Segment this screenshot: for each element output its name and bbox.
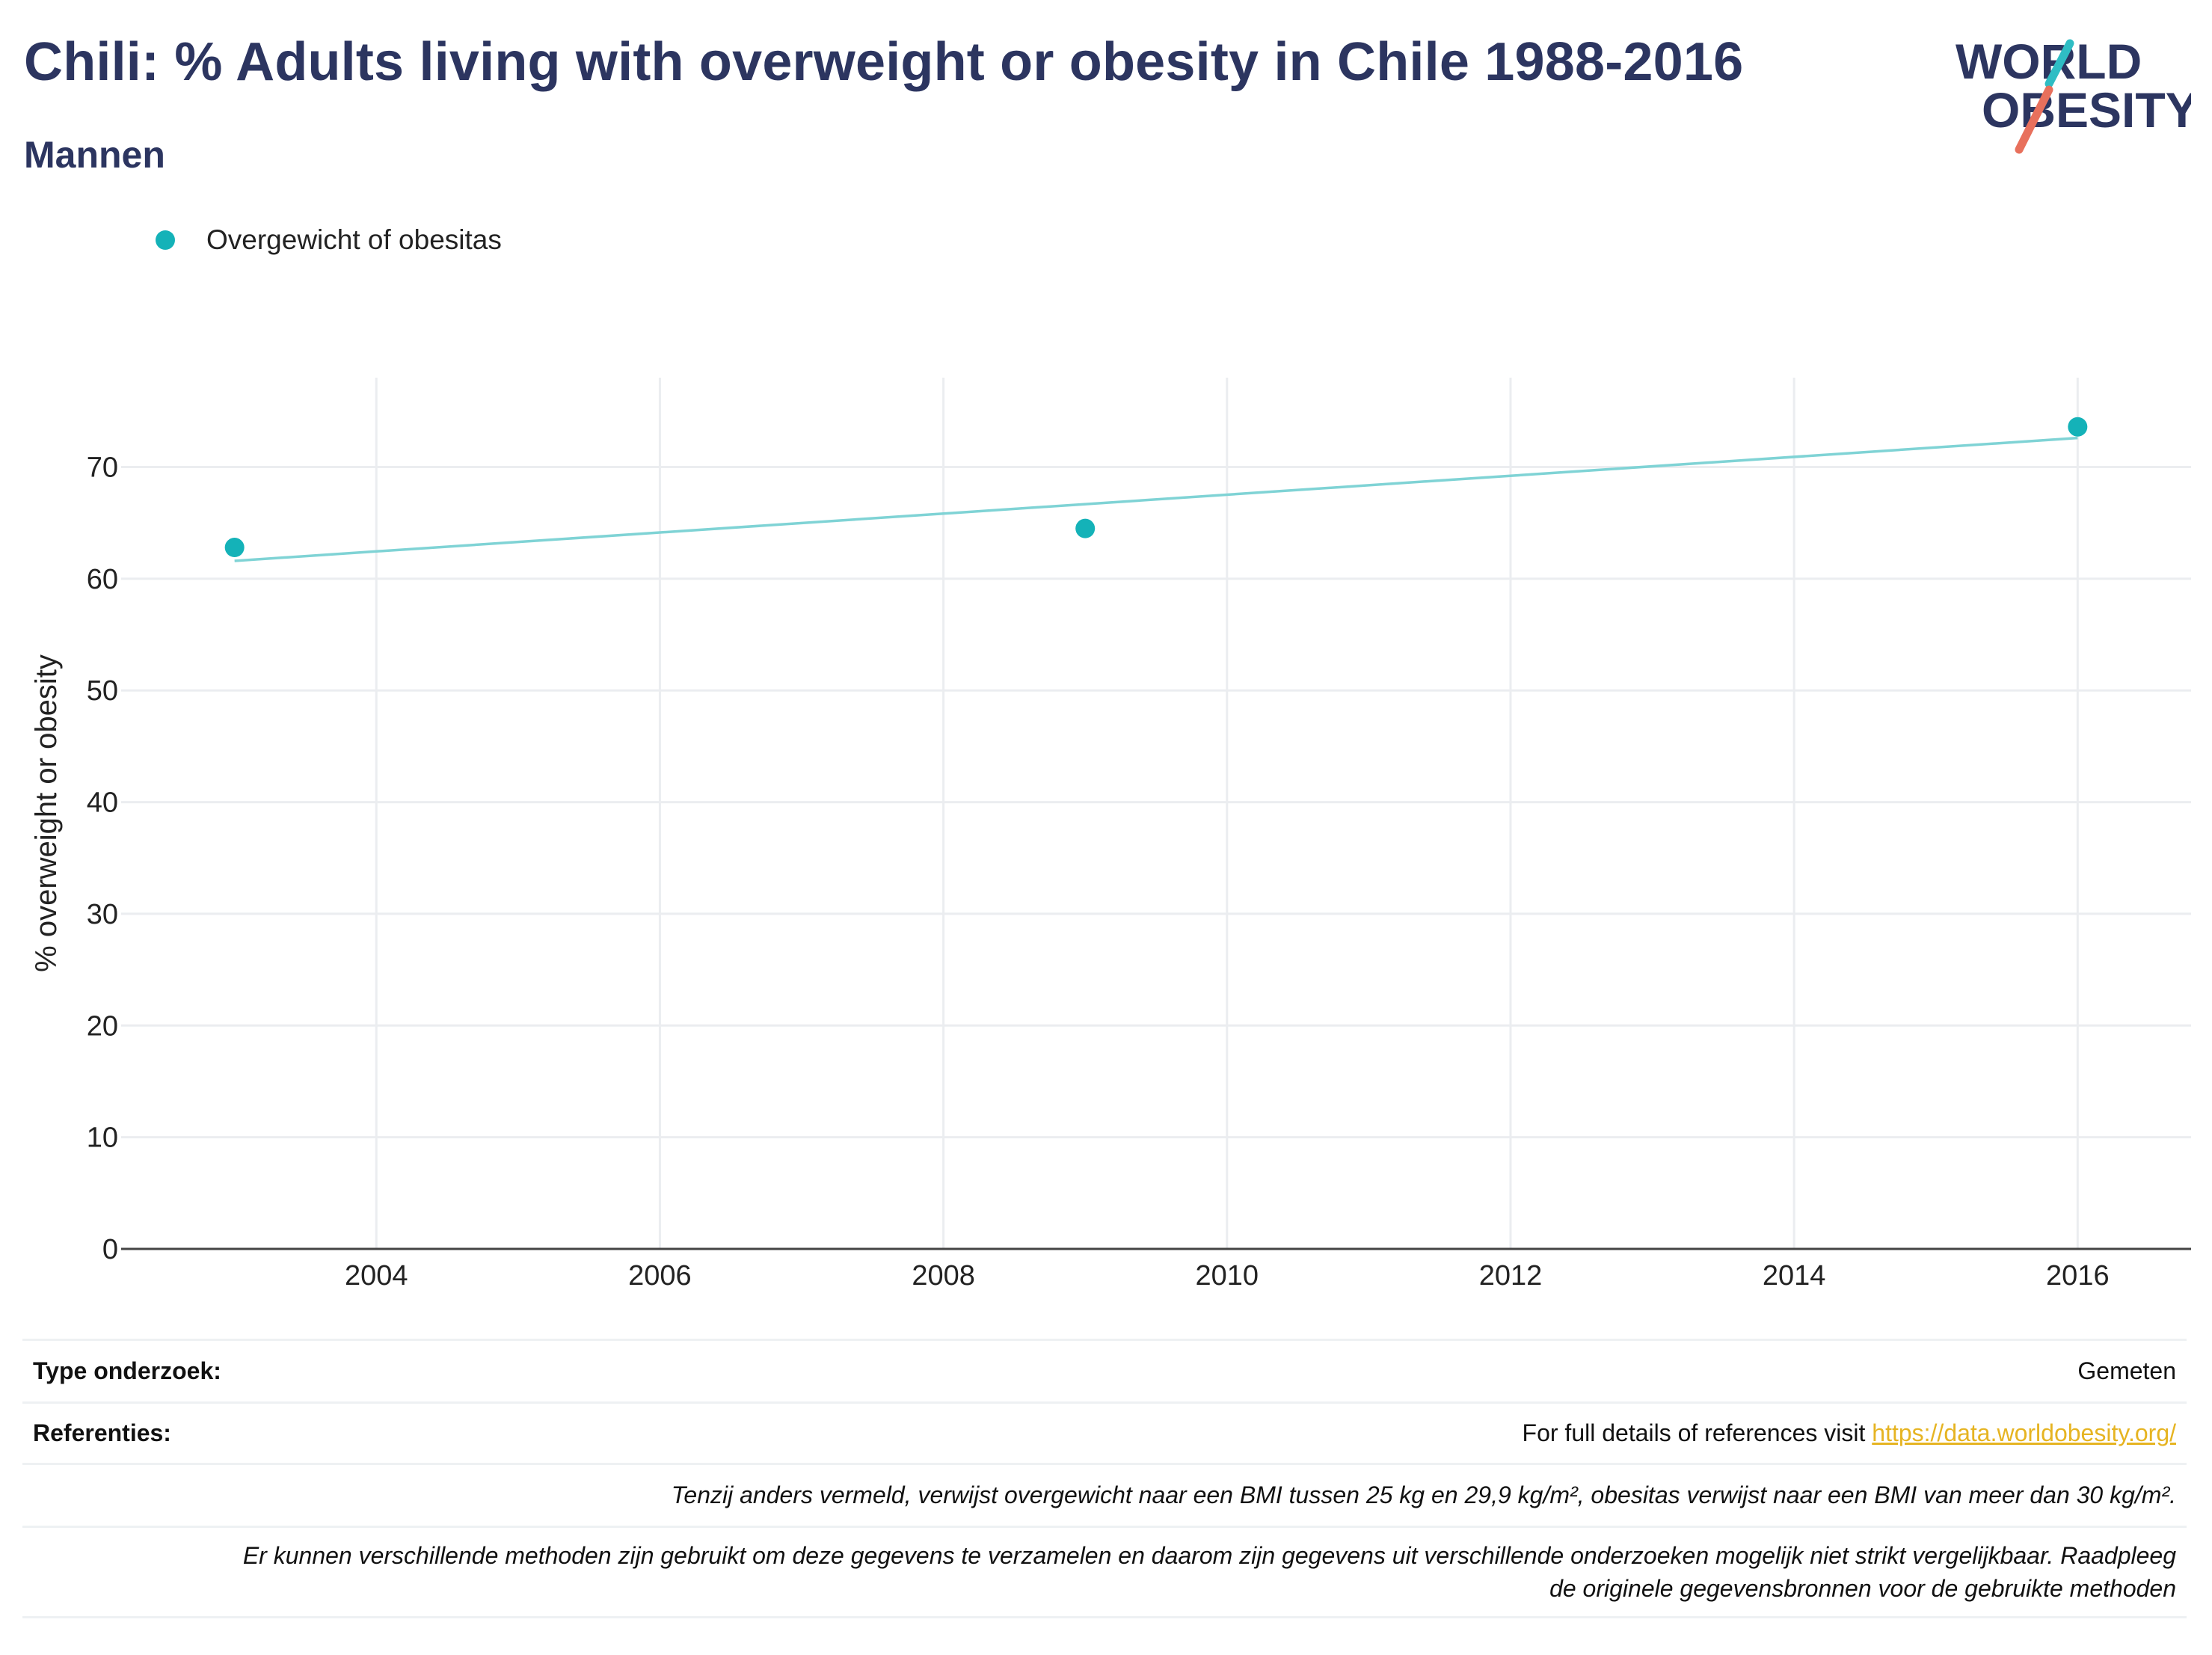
x-tick-label: 2008 <box>912 1260 975 1292</box>
page-title: Chili: % Adults living with overweight o… <box>24 32 1744 92</box>
trend-line <box>234 436 2078 562</box>
footer-row-note-bmi: Tenzij anders vermeld, verwijst overgewi… <box>22 1463 2187 1526</box>
type-value: Gemeten <box>2077 1357 2176 1384</box>
type-label: Type onderzoek: <box>33 1357 221 1384</box>
y-tick-label: 60 <box>87 564 118 595</box>
y-tick-label: 70 <box>87 452 118 483</box>
x-tick-label: 2014 <box>1763 1260 1826 1292</box>
y-tick-label: 10 <box>87 1123 118 1154</box>
methods-note: Er kunnen verschillende methoden zijn ge… <box>243 1539 2176 1605</box>
legend-marker <box>156 230 175 250</box>
footer-table: Type onderzoek: Gemeten Referenties: For… <box>22 1339 2187 1618</box>
footer-row-references: Referenties: For full details of referen… <box>22 1401 2187 1463</box>
y-tick-label: 50 <box>87 675 118 707</box>
y-tick-label: 40 <box>87 787 118 819</box>
data-point <box>224 538 245 558</box>
footer-row-note-methods: Er kunnen verschillende methoden zijn ge… <box>22 1526 2187 1618</box>
legend-label: Overgewicht of obesitas <box>206 224 502 255</box>
x-tick-label: 2016 <box>2046 1260 2110 1292</box>
x-tick-label: 2010 <box>1196 1260 1259 1292</box>
references-label: Referenties: <box>33 1419 171 1446</box>
y-tick-label: 20 <box>87 1010 118 1042</box>
references-text-wrap: For full details of references visit htt… <box>1523 1419 2176 1447</box>
world-obesity-logo: WORLD OBESITY <box>1956 34 2191 154</box>
x-tick-label: 2004 <box>345 1260 408 1292</box>
x-tick-label: 2012 <box>1479 1260 1543 1292</box>
y-axis-title: % overweight or obesity <box>30 654 63 972</box>
x-tick-label: 2006 <box>628 1260 692 1292</box>
logo-slash-red <box>2015 85 2053 154</box>
y-tick-label: 30 <box>87 899 118 930</box>
bmi-note: Tenzij anders vermeld, verwijst overgewi… <box>671 1481 2176 1508</box>
data-point <box>2068 417 2088 437</box>
references-text: For full details of references visit <box>1522 1419 1872 1446</box>
methods-note-line2: de originele gegevensbronnen voor de geb… <box>1549 1575 2176 1602</box>
logo-slash-teal <box>2044 39 2074 88</box>
logo-text-obesity: OBESITY <box>1982 82 2191 138</box>
data-point <box>1075 518 1096 538</box>
chart-legend: Overgewicht of obesitas <box>156 224 502 256</box>
scatter-chart: 0 10 20 30 40 50 60 70 2004 2006 2008 2010 2012 2014 2… <box>30 378 2191 1292</box>
footer-row-type: Type onderzoek: Gemeten <box>22 1339 2187 1401</box>
references-link[interactable]: https://data.worldobesity.org/ <box>1872 1419 2176 1446</box>
page-subtitle: Mannen <box>24 134 165 176</box>
methods-note-line1: Er kunnen verschillende methoden zijn ge… <box>242 1542 2176 1569</box>
y-tick-label: 0 <box>102 1234 118 1265</box>
